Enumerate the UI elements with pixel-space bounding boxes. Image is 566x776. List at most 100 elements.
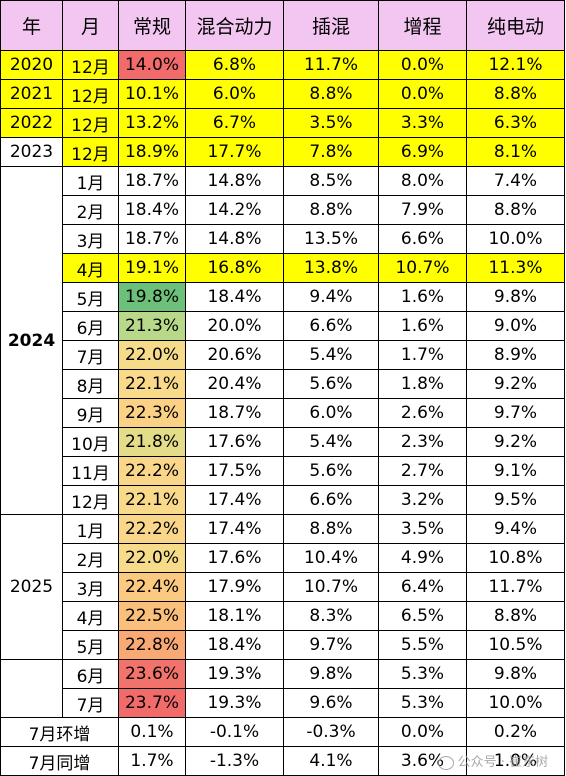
value-cell: 12.1% (466, 50, 565, 80)
value-cell: 20.4% (185, 369, 284, 399)
conventional-share-cell: 21.8% (118, 427, 186, 457)
summary-label: 7月同增 (0, 746, 119, 776)
table-row: 9月 22.3% 18.7% 6.0% 2.6% 9.7% (1, 398, 565, 428)
value-cell: 5.4% (283, 427, 379, 457)
month-cell: 4月 (62, 601, 119, 631)
value-cell: 1.6% (378, 311, 467, 341)
value-cell: 11.7% (283, 50, 379, 80)
value-cell: 9.2% (466, 369, 565, 399)
value-cell: 8.8% (283, 79, 379, 109)
value-cell: 17.4% (185, 514, 284, 544)
value-cell: 1.7% (378, 340, 467, 370)
value-cell: 2.3% (378, 427, 467, 457)
year-cell (0, 659, 63, 718)
year-cell: 2023 (0, 137, 63, 167)
value-cell: 18.7% (185, 398, 284, 428)
value-cell: 17.9% (185, 572, 284, 602)
value-cell: 10.0% (466, 688, 565, 718)
header-cell: 纯电动 (466, 0, 565, 51)
conventional-share-cell: 22.0% (118, 340, 186, 370)
summary-value-cell: 1.0% (466, 746, 565, 776)
value-cell: 0.0% (378, 50, 467, 80)
summary-value-cell: 0.2% (466, 717, 565, 747)
summary-value-cell: -1.3% (185, 746, 284, 776)
value-cell: 17.7% (185, 137, 284, 167)
table-row: 6月 21.3% 20.0% 6.6% 1.6% 9.0% (1, 311, 565, 341)
month-cell: 2月 (62, 543, 119, 573)
value-cell: 10.8% (466, 543, 565, 573)
value-cell: 11.3% (466, 253, 565, 283)
month-cell: 12月 (62, 485, 119, 515)
value-cell: 14.8% (185, 166, 284, 196)
conventional-share-cell: 18.4% (118, 195, 186, 225)
conventional-share-cell: 18.7% (118, 224, 186, 254)
table-row: 2月 22.0% 17.6% 10.4% 4.9% 10.8% (1, 543, 565, 573)
conventional-share-cell: 21.3% (118, 311, 186, 341)
value-cell: 6.3% (466, 108, 565, 138)
value-cell: 4.9% (378, 543, 467, 573)
month-cell: 9月 (62, 398, 119, 428)
table-row: 7月 23.7% 19.3% 9.6% 5.3% 10.0% (1, 688, 565, 718)
value-cell: 6.6% (283, 311, 379, 341)
header-cell: 年 (0, 0, 63, 51)
conventional-share-cell: 22.5% (118, 601, 186, 631)
value-cell: 9.4% (466, 514, 565, 544)
month-cell: 5月 (62, 630, 119, 660)
value-cell: 10.7% (378, 253, 467, 283)
conventional-share-cell: 22.4% (118, 572, 186, 602)
value-cell: 20.0% (185, 311, 284, 341)
conventional-share-cell: 22.2% (118, 456, 186, 486)
month-cell: 2月 (62, 195, 119, 225)
table-row: 2021 12月 10.1% 6.0% 8.8% 0.0% 8.8% (0, 79, 565, 109)
header-cell: 增程 (378, 0, 467, 51)
summary-value-cell: 4.1% (283, 746, 379, 776)
value-cell: 8.3% (283, 601, 379, 631)
value-cell: 8.8% (466, 79, 565, 109)
conventional-share-cell: 18.7% (118, 166, 186, 196)
value-cell: 5.4% (283, 340, 379, 370)
table-row: 3月 22.4% 17.9% 10.7% 6.4% 11.7% (1, 572, 565, 602)
month-cell: 12月 (62, 137, 119, 167)
month-cell: 6月 (62, 659, 119, 689)
table-row: 7月 22.0% 20.6% 5.4% 1.7% 8.9% (1, 340, 565, 370)
value-cell: 6.0% (185, 79, 284, 109)
value-cell: 2.7% (378, 456, 467, 486)
month-cell: 1月 (62, 166, 119, 196)
month-cell: 7月 (62, 688, 119, 718)
value-cell: 9.8% (466, 282, 565, 312)
value-cell: 17.4% (185, 485, 284, 515)
table-row: 4月 19.1% 16.8% 13.8% 10.7% 11.3% (1, 253, 565, 283)
conventional-share-cell: 14.0% (118, 50, 186, 80)
value-cell: 5.5% (378, 630, 467, 660)
month-cell: 12月 (62, 50, 119, 80)
month-cell: 6月 (62, 311, 119, 341)
table-row: 5月 19.8% 18.4% 9.4% 1.6% 9.8% (1, 282, 565, 312)
value-cell: 7.9% (378, 195, 467, 225)
year-cell: 2025 (0, 514, 63, 660)
wechat-icon (437, 755, 454, 770)
month-cell: 7月 (62, 340, 119, 370)
value-cell: 3.5% (378, 514, 467, 544)
value-cell: 6.4% (378, 572, 467, 602)
conventional-share-cell: 18.9% (118, 137, 186, 167)
value-cell: 18.4% (185, 282, 284, 312)
value-cell: 9.5% (466, 485, 565, 515)
watermark: 公众号 · 崔东树 (437, 751, 548, 770)
value-cell: 18.4% (185, 630, 284, 660)
value-cell: 6.6% (283, 485, 379, 515)
summary-row: 7月同增 1.7% -1.3% 4.1% 3.6% 1.0% (0, 746, 565, 776)
value-cell: 7.4% (466, 166, 565, 196)
summary-value-cell: 0.1% (118, 717, 186, 747)
watermark-text: 公众号 · 崔东树 (457, 755, 548, 770)
value-cell: 8.8% (283, 514, 379, 544)
year-cell: 2021 (0, 79, 63, 109)
table-row: 10月 21.8% 17.6% 5.4% 2.3% 9.2% (1, 427, 565, 457)
conventional-share-cell: 23.7% (118, 688, 186, 718)
conventional-share-cell: 22.0% (118, 543, 186, 573)
value-cell: 10.4% (283, 543, 379, 573)
summary-value-cell: 1.7% (118, 746, 186, 776)
month-cell: 5月 (62, 282, 119, 312)
month-cell: 3月 (62, 224, 119, 254)
header-row: 年月常规 混合动力 插混 增程 纯电动 (0, 0, 565, 51)
